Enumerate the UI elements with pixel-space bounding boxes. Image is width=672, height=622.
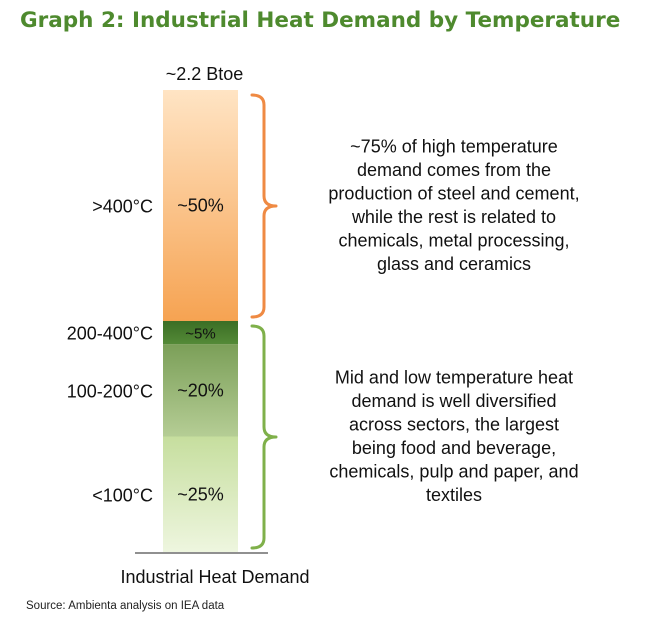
segment-value-label: ~20% <box>177 380 224 400</box>
high-annotation-line: chemicals, metal processing, <box>338 230 569 250</box>
low-annotation-line: chemicals, pulp and paper, and <box>329 461 578 481</box>
low-annotation-line: demand is well diversified <box>351 391 556 411</box>
high-annotation-line: production of steel and cement, <box>328 183 579 203</box>
segment-value-label: ~50% <box>177 196 224 216</box>
high-annotation-line: while the rest is related to <box>351 207 556 227</box>
low-annotation-line: being food and beverage, <box>352 438 556 458</box>
bar-segment-100-200-c <box>163 344 238 437</box>
x-axis-label: Industrial Heat Demand <box>120 567 309 587</box>
temperature-category-label: >400°C <box>92 197 153 217</box>
temperature-category-label: <100°C <box>92 485 153 505</box>
high-temperature-bracket <box>250 93 278 319</box>
bar-segment-100-c <box>163 436 238 552</box>
temperature-category-label: 200-400°C <box>67 324 153 344</box>
segment-value-label: ~5% <box>185 326 215 343</box>
bar-segment-400-c <box>163 90 238 321</box>
temperature-category-label: 100-200°C <box>67 381 153 401</box>
low-annotation-line: textiles <box>426 485 482 505</box>
high-annotation-line: ~75% of high temperature <box>350 136 558 156</box>
source-note: Source: Ambienta analysis on IEA data <box>26 600 225 612</box>
low-annotation-line: across sectors, the largest <box>349 414 559 434</box>
segment-value-label: ~25% <box>177 484 224 504</box>
high-annotation-line: demand comes from the <box>357 160 551 180</box>
chart-title: Graph 2: Industrial Heat Demand by Tempe… <box>20 8 621 33</box>
high-annotation-line: glass and ceramics <box>377 254 531 274</box>
total-value-label: ~2.2 Btoe <box>166 64 244 84</box>
low-annotation-line: Mid and low temperature heat <box>335 367 573 387</box>
bar-segment-200-400-c <box>163 321 238 345</box>
low-temperature-bracket <box>250 324 278 550</box>
